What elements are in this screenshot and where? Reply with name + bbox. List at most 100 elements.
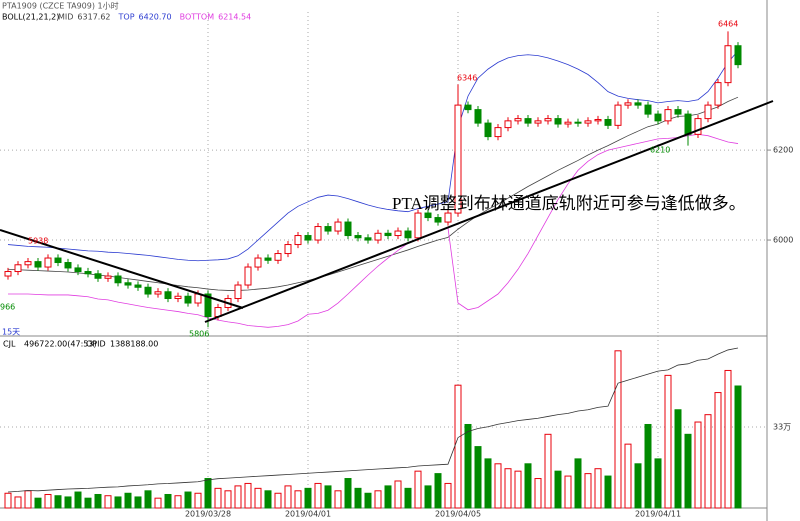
volume-bar: [84, 497, 92, 509]
candle-body: [94, 273, 102, 279]
x-tick-label: 2019/04/11: [635, 510, 681, 519]
candle-body: [564, 121, 572, 125]
volume-bar: [684, 433, 692, 509]
price-annotation: 966: [0, 303, 15, 312]
volume-bar: [544, 433, 552, 509]
candle-body: [384, 232, 392, 237]
volume-bar: [424, 485, 432, 509]
opid-name: OPID: [86, 340, 106, 349]
candle-body: [134, 284, 142, 288]
candle-body: [324, 226, 332, 232]
volume-bar: [54, 495, 62, 509]
volume-bar: [344, 478, 352, 509]
volume-bar: [554, 470, 562, 509]
candle-body: [304, 235, 312, 241]
volume-bar: [204, 478, 212, 509]
candle-body: [694, 118, 702, 135]
candle-body: [34, 261, 42, 268]
volume-bar: [324, 485, 332, 509]
candle-body: [294, 235, 302, 246]
volume-title: CJL: [3, 340, 16, 349]
candle-body: [364, 237, 372, 241]
volume-bar: [314, 482, 322, 509]
chart-title: PTA1909 (CZCE TA909) 1小时: [2, 1, 119, 11]
volume-bar: [374, 490, 382, 509]
candle-body: [444, 212, 452, 223]
candle-body: [704, 104, 712, 120]
volume-bar: [154, 497, 162, 509]
candle-body: [124, 282, 132, 286]
candle-body: [494, 127, 502, 138]
candle-body: [404, 230, 412, 239]
candle-body: [334, 221, 342, 232]
price-annotation: 6346: [457, 74, 477, 83]
candle-body: [174, 295, 182, 300]
price-annotation: 5806: [189, 330, 209, 339]
candle-body: [154, 291, 162, 295]
volume-bar: [174, 495, 182, 509]
y-tick-label: 33万: [773, 422, 791, 431]
volume-bar: [304, 487, 312, 509]
boll-label: BOLL(21,21,2): [2, 13, 59, 22]
candle-body: [654, 113, 662, 122]
volume-bar: [534, 478, 542, 509]
legend-value: 6214.54: [218, 13, 251, 22]
volume-bar: [104, 495, 112, 509]
trend-line: [0, 229, 244, 309]
volume-bar: [64, 496, 72, 509]
candle-body: [604, 118, 612, 126]
boll-line: [7, 50, 739, 262]
annotation-note: PTA调整到布林通道底轨附近可参与逢低做多。: [392, 194, 746, 213]
volume-bar: [244, 482, 252, 509]
volume-bar: [4, 492, 12, 509]
candle-body: [164, 291, 172, 300]
volume-bar: [164, 493, 172, 509]
candle-body: [734, 45, 742, 66]
candle-body: [54, 257, 62, 264]
volume-bar: [604, 475, 612, 509]
volume-bar: [464, 423, 472, 509]
candle-body: [4, 271, 12, 277]
candle-body: [594, 118, 602, 122]
boll-line: [8, 133, 739, 328]
candle-body: [414, 212, 422, 239]
volume-bar: [354, 487, 362, 509]
candle-body: [374, 232, 382, 241]
candle-body: [424, 212, 432, 219]
candle-body: [24, 261, 32, 266]
candle-body: [284, 244, 292, 255]
x-tick-label: 2019/04/01: [285, 510, 331, 519]
volume-bar: [444, 482, 452, 509]
price-annotation: 6210: [650, 146, 670, 155]
volume-bar: [214, 487, 222, 509]
volume-bar: [654, 458, 662, 509]
volume-bar: [234, 485, 242, 509]
candle-body: [344, 221, 352, 237]
volume-bar: [134, 496, 142, 509]
volume-bar: [694, 421, 702, 509]
volume-bar: [734, 385, 742, 509]
candle-body: [104, 275, 112, 279]
candle-body: [114, 275, 122, 284]
candle-body: [614, 104, 622, 126]
volume-bar: [384, 485, 392, 509]
volume-bar: [664, 374, 672, 509]
volume-bar: [124, 492, 132, 509]
volume-bar: [94, 493, 102, 509]
boll-legend: MID 6317.62 TOP 6420.70 BOTTOM 6214.54: [58, 13, 251, 22]
candle-body: [684, 113, 692, 135]
candle-body: [664, 109, 672, 122]
candle-body: [144, 286, 152, 295]
volume-bar: [224, 490, 232, 509]
volume-bar: [704, 414, 712, 509]
period-label: 15天: [2, 328, 20, 337]
candle-body: [714, 82, 722, 106]
candle-body: [44, 257, 52, 268]
volume-bar: [644, 423, 652, 509]
volume-bar: [514, 470, 522, 509]
volume-bar: [114, 496, 122, 509]
candle-body: [244, 266, 252, 286]
volume-bar: [574, 458, 582, 509]
volume-bar: [194, 492, 202, 509]
